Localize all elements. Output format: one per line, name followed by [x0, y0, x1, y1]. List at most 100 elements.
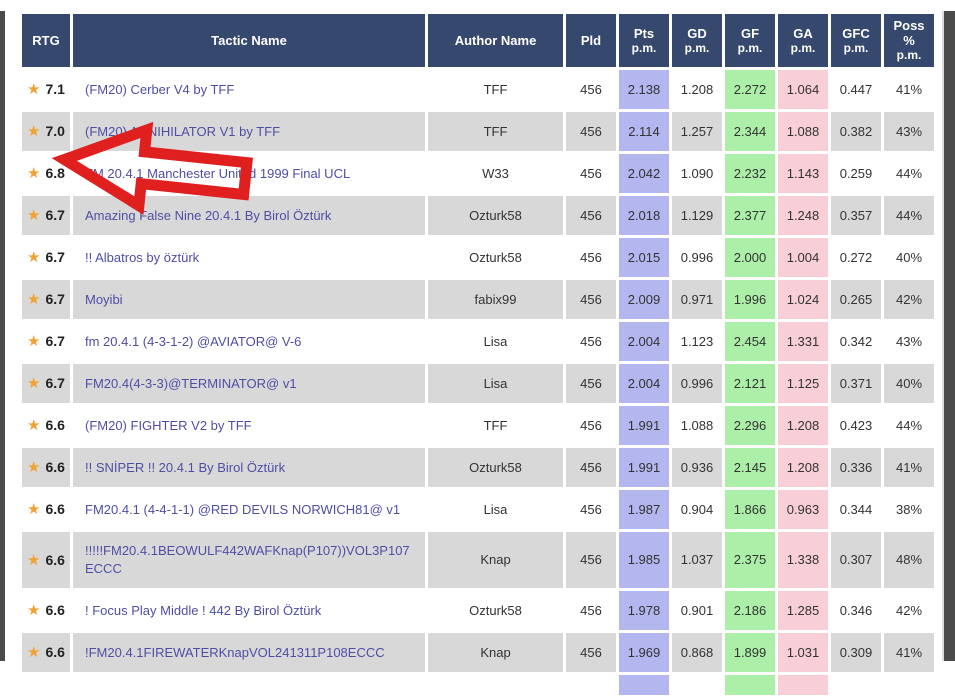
points-per-match-cell: 1.969 [619, 633, 669, 672]
gfc-per-match-cell: 0.382 [831, 112, 881, 151]
tactic-name-cell: ! Focus Play Middle ! 442 By Birol Öztür… [73, 591, 425, 630]
gfc-per-match-cell: 0.342 [831, 322, 881, 361]
star-icon: ★ [27, 644, 41, 661]
goals-against-per-match-cell: 1.064 [778, 70, 828, 109]
goals-against-per-match-cell: 0.963 [778, 490, 828, 529]
header-tactic-name[interactable]: Tactic Name [73, 14, 425, 67]
tactic-link[interactable]: !! SNİPER !! 20.4.1 By Birol Öztürk [85, 459, 286, 475]
table-row: ★ 6.7 fm 20.4.1 (4-3-1-2) @AVIATOR@ V-6 Lis… [22, 322, 934, 361]
goals-against-per-match-cell: 1.331 [778, 322, 828, 361]
author-name-cell: Lisa [428, 364, 563, 403]
goals-against-per-match-cell: 1.088 [778, 112, 828, 151]
goals-against-per-match-cell: 1.338 [778, 532, 828, 588]
played-cell: 456 [566, 154, 616, 193]
table-row: ★ 6.6 FM20.4.1 (4-4-1-1) @RED DEVILS NORWI… [22, 490, 934, 529]
gfc-per-match-cell [831, 675, 881, 695]
star-icon: ★ [27, 165, 41, 182]
header-rtg[interactable]: RTG [22, 14, 70, 67]
goal-diff-per-match-cell: 0.901 [672, 591, 722, 630]
points-per-match-cell: 1.985 [619, 532, 669, 588]
header-author-name[interactable]: Author Name [428, 14, 563, 67]
goals-for-per-match-cell: 2.296 [725, 406, 775, 445]
possession-cell: 44% [884, 196, 934, 235]
tactic-name-cell [73, 675, 425, 695]
screen-edge-right [942, 11, 955, 661]
rating-value: 6.6 [45, 644, 65, 660]
goal-diff-per-match-cell: 1.088 [672, 406, 722, 445]
tactic-link[interactable]: FM 20.4.1 Manchester United 1999 Final U… [85, 165, 351, 181]
screen-edge-left [0, 11, 5, 661]
played-cell: 456 [566, 280, 616, 319]
author-name-cell: fabix99 [428, 280, 563, 319]
tactic-name-cell: Amazing False Nine 20.4.1 By Birol Öztür… [73, 196, 425, 235]
possession-cell: 41% [884, 70, 934, 109]
played-cell [566, 675, 616, 695]
rating-value: 6.6 [45, 602, 65, 618]
tactic-name-cell: (FM20) FIGHTER V2 by TFF [73, 406, 425, 445]
tactic-link[interactable]: (FM20) FIGHTER V2 by TFF [85, 417, 252, 433]
rating-cell: ★ 6.6 [22, 591, 70, 630]
possession-cell: 42% [884, 591, 934, 630]
tactic-link[interactable]: Amazing False Nine 20.4.1 By Birol Öztür… [85, 207, 332, 223]
table-row: ★ 6.7 Amazing False Nine 20.4.1 By Birol Ö… [22, 196, 934, 235]
author-name-cell: Ozturk58 [428, 591, 563, 630]
tactic-link[interactable]: !! Albatros by öztürk [85, 249, 200, 265]
tactic-name-cell: FM20.4(4-3-3)@TERMINATOR@ v1 [73, 364, 425, 403]
rating-value: 6.8 [45, 165, 65, 181]
rating-value: 6.7 [45, 375, 65, 391]
tactic-link[interactable]: (FM20) ANNIHILATOR V1 by TFF [85, 123, 281, 139]
header-poss[interactable]: Poss % p.m. [884, 14, 934, 67]
header-pld[interactable]: Pld [566, 14, 616, 67]
author-name-cell [428, 675, 563, 695]
rating-value: 6.7 [45, 333, 65, 349]
goals-for-per-match-cell [725, 675, 775, 695]
played-cell: 456 [566, 70, 616, 109]
tactic-link[interactable]: fm 20.4.1 (4-3-1-2) @AVIATOR@ V-6 [85, 333, 302, 349]
points-per-match-cell: 2.114 [619, 112, 669, 151]
tactic-name-cell: Moyibi [73, 280, 425, 319]
gfc-per-match-cell: 0.259 [831, 154, 881, 193]
tactic-link[interactable]: FM20.4(4-3-3)@TERMINATOR@ v1 [85, 375, 297, 391]
table-header-row: RTG Tactic Name Author Name Pld Pts p.m. … [22, 14, 934, 67]
header-pts[interactable]: Pts p.m. [619, 14, 669, 67]
tactic-name-cell: (FM20) ANNIHILATOR V1 by TFF [73, 112, 425, 151]
goal-diff-per-match-cell: 1.129 [672, 196, 722, 235]
table-row: ★ 6.6 !!!!!FM20.4.1BEOWULF442WAFKnap(P107)… [22, 532, 934, 588]
goals-against-per-match-cell: 1.248 [778, 196, 828, 235]
header-ga[interactable]: GA p.m. [778, 14, 828, 67]
goals-for-per-match-cell: 2.000 [725, 238, 775, 277]
header-gfc[interactable]: GFC p.m. [831, 14, 881, 67]
tactic-link[interactable]: !!!!!FM20.4.1BEOWULF442WAFKnap(P107))VOL… [85, 543, 410, 576]
goals-for-per-match-cell: 2.344 [725, 112, 775, 151]
gfc-per-match-cell: 0.346 [831, 591, 881, 630]
played-cell: 456 [566, 591, 616, 630]
goal-diff-per-match-cell: 1.037 [672, 532, 722, 588]
goals-for-per-match-cell: 2.454 [725, 322, 775, 361]
possession-cell: 41% [884, 448, 934, 487]
tactic-link[interactable]: (FM20) Cerber V4 by TFF [85, 81, 235, 97]
goals-for-per-match-cell: 2.145 [725, 448, 775, 487]
author-name-cell: W33 [428, 154, 563, 193]
tactic-link[interactable]: !FM20.4.1FIREWATERKnapVOL241311P108ECCC [85, 644, 385, 660]
gfc-per-match-cell: 0.357 [831, 196, 881, 235]
goals-for-per-match-cell: 1.866 [725, 490, 775, 529]
points-per-match-cell: 2.004 [619, 322, 669, 361]
points-per-match-cell: 2.004 [619, 364, 669, 403]
goals-for-per-match-cell: 2.121 [725, 364, 775, 403]
tactic-link[interactable]: ! Focus Play Middle ! 442 By Birol Öztür… [85, 602, 322, 618]
rating-value: 6.7 [45, 249, 65, 265]
star-icon: ★ [27, 459, 41, 476]
rating-cell: ★ 6.7 [22, 364, 70, 403]
header-gf[interactable]: GF p.m. [725, 14, 775, 67]
gfc-per-match-cell: 0.336 [831, 448, 881, 487]
played-cell: 456 [566, 406, 616, 445]
points-per-match-cell: 2.009 [619, 280, 669, 319]
tactic-link[interactable]: Moyibi [85, 291, 123, 307]
points-per-match-cell: 1.991 [619, 406, 669, 445]
goal-diff-per-match-cell: 0.971 [672, 280, 722, 319]
goals-against-per-match-cell: 1.024 [778, 280, 828, 319]
tactic-link[interactable]: FM20.4.1 (4-4-1-1) @RED DEVILS NORWICH81… [85, 501, 401, 517]
header-gd[interactable]: GD p.m. [672, 14, 722, 67]
possession-cell: 48% [884, 532, 934, 588]
goals-for-per-match-cell: 2.272 [725, 70, 775, 109]
